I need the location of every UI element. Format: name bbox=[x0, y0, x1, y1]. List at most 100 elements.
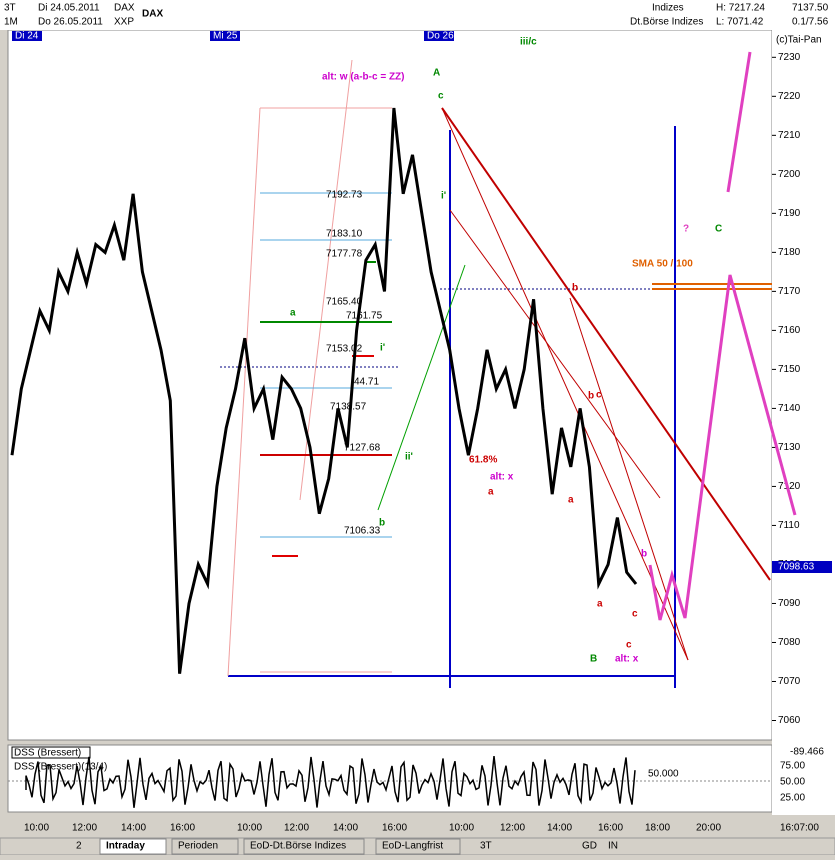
drawn-line bbox=[299, 59, 353, 501]
tab-label: EoD-Langfrist bbox=[382, 841, 443, 852]
price-line bbox=[10, 107, 638, 674]
indicator-tick: 25.00 bbox=[780, 793, 805, 804]
label: 50.000 bbox=[648, 769, 679, 780]
indicator-legend bbox=[11, 746, 91, 759]
y-tick-label: 7180 bbox=[778, 247, 801, 258]
annotation: C bbox=[715, 224, 722, 235]
label: Di 24.05.2011 bbox=[38, 3, 100, 14]
label: DAX bbox=[142, 9, 163, 20]
x-tick-label: 16:00 bbox=[382, 823, 407, 834]
annotation: 44.71 bbox=[354, 377, 379, 388]
label: Indizes bbox=[652, 3, 684, 14]
annotation: 7106.33 bbox=[344, 526, 381, 537]
drawn-line bbox=[569, 297, 689, 661]
drawn-line bbox=[377, 264, 466, 511]
y-tick-label: 7200 bbox=[778, 169, 801, 180]
indicator-value: -89.466 bbox=[790, 747, 824, 758]
x-tick-label: 16:00 bbox=[170, 823, 195, 834]
annotation: c bbox=[596, 390, 602, 401]
y-tick-label: 7190 bbox=[778, 208, 801, 219]
y-tick-label: 7230 bbox=[778, 52, 801, 63]
annotation: 7177.78 bbox=[326, 249, 363, 260]
annotation: b bbox=[379, 518, 385, 529]
annotation: alt: x bbox=[490, 472, 514, 483]
tab[interactable] bbox=[243, 838, 365, 855]
projection bbox=[648, 274, 797, 621]
y-tick-label: 7060 bbox=[778, 715, 801, 726]
label: Do 26.05.2011 bbox=[38, 17, 103, 28]
drawn-line bbox=[227, 107, 261, 677]
day-label: Di 24 bbox=[15, 31, 39, 42]
label: Dt.Börse Indizes bbox=[630, 17, 703, 28]
x-tick-label: 10:00 bbox=[237, 823, 262, 834]
annotation: 61.8% bbox=[469, 455, 497, 466]
x-tick-label: 10:00 bbox=[449, 823, 474, 834]
y-tick-label: 7220 bbox=[778, 91, 801, 102]
y-tick-label: 7160 bbox=[778, 325, 801, 336]
toolbar-item: IN bbox=[608, 841, 618, 852]
label: L: 7071.42 bbox=[716, 17, 764, 28]
annotation: A bbox=[433, 68, 440, 79]
tab[interactable] bbox=[171, 838, 239, 855]
day-tag bbox=[210, 31, 240, 41]
annotation: ii' bbox=[405, 452, 413, 463]
y-tick-label: 7110 bbox=[778, 520, 800, 531]
plot-area bbox=[7, 29, 773, 741]
day-tag bbox=[12, 31, 42, 41]
indicator-name: DSS (Bressert) bbox=[14, 748, 81, 759]
toolbar-item: GD bbox=[582, 841, 597, 852]
annotation: a bbox=[597, 599, 603, 610]
annotation: 7165.40 bbox=[326, 297, 363, 308]
annotation: b bbox=[641, 549, 647, 560]
x-tick-label: 10:00 bbox=[24, 823, 49, 834]
x-tick-label: 16:00 bbox=[598, 823, 623, 834]
annotation: a bbox=[568, 495, 574, 506]
x-tick-label: 18:00 bbox=[645, 823, 670, 834]
tab-label: EoD-Dt.Börse Indizes bbox=[250, 841, 346, 852]
annotation: b bbox=[572, 283, 578, 294]
annotation: B bbox=[590, 654, 597, 665]
annotation: c bbox=[632, 609, 638, 620]
annotation: 7183.10 bbox=[326, 229, 363, 240]
annotation: i' bbox=[380, 343, 385, 354]
y-tick-label: 7170 bbox=[778, 286, 801, 297]
right-axis bbox=[772, 30, 835, 815]
price-tag bbox=[772, 561, 832, 573]
day-label: Do 26 bbox=[427, 31, 454, 42]
annotation: 7153.02 bbox=[326, 344, 363, 355]
label: 3T bbox=[4, 3, 16, 14]
annotation: i' bbox=[441, 191, 446, 202]
x-tick-label: 14:00 bbox=[333, 823, 358, 834]
label: 7137.50 bbox=[792, 3, 829, 14]
annotation: alt: w (a-b-c = ZZ) bbox=[322, 72, 405, 83]
y-tick-label: 7140 bbox=[778, 403, 801, 414]
label: (c)Tai-Pan bbox=[776, 35, 822, 46]
drawn-line bbox=[441, 107, 689, 661]
y-tick-label: 7080 bbox=[778, 637, 801, 648]
clock: 16:07:00 bbox=[780, 823, 819, 834]
header-bar bbox=[0, 0, 835, 30]
tab[interactable] bbox=[99, 838, 167, 855]
y-tick-label: 7210 bbox=[778, 130, 801, 141]
indicator-line bbox=[25, 755, 636, 808]
annotation: ? bbox=[683, 224, 689, 235]
annotation: 7127.68 bbox=[344, 443, 381, 454]
y-tick-label: 7070 bbox=[778, 676, 801, 687]
annotation: SMA 50 / 100 bbox=[632, 259, 693, 270]
toolbar-item: 2 bbox=[76, 841, 82, 852]
y-tick-label: 7150 bbox=[778, 364, 801, 375]
label: XXP bbox=[114, 17, 134, 28]
x-tick-label: 12:00 bbox=[72, 823, 97, 834]
day-tag bbox=[424, 31, 454, 41]
annotation: iii/c bbox=[520, 37, 537, 48]
annotation: alt: x bbox=[615, 654, 639, 665]
x-tick-label: 20:00 bbox=[696, 823, 721, 834]
tab[interactable] bbox=[375, 838, 461, 855]
drawn-line bbox=[449, 209, 661, 499]
y-tick-label: 7120 bbox=[778, 481, 801, 492]
y-tick-label: 7130 bbox=[778, 442, 801, 453]
annotation: 7161.75 bbox=[346, 311, 383, 322]
toolbar-item: 3T bbox=[480, 841, 492, 852]
drawn-line bbox=[726, 51, 752, 193]
